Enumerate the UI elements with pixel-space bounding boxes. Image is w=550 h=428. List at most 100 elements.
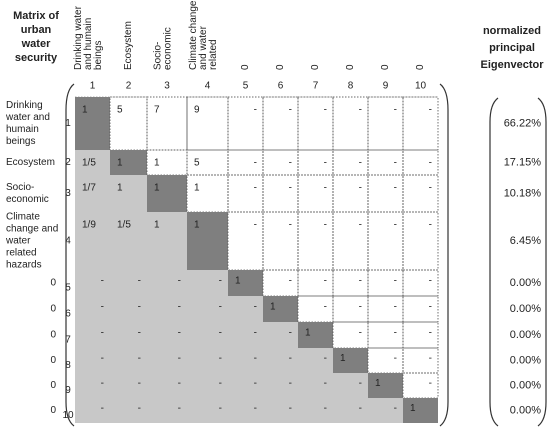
matrix-cell bbox=[333, 348, 368, 373]
cell-value: - bbox=[324, 158, 327, 169]
matrix-cell bbox=[228, 398, 263, 423]
cell-value: - bbox=[324, 220, 327, 231]
cell-border bbox=[297, 96, 334, 151]
matrix-cell bbox=[367, 96, 404, 151]
cell-value: - bbox=[138, 276, 141, 287]
row-label: 0 bbox=[50, 330, 56, 341]
column-header: 0 bbox=[240, 64, 251, 70]
matrix-cell bbox=[147, 322, 187, 348]
cell-value: - bbox=[429, 105, 432, 116]
cell-value: - bbox=[394, 353, 397, 364]
cell-value: - bbox=[324, 378, 327, 389]
cell-value: - bbox=[254, 378, 257, 389]
cell-value: 1 bbox=[375, 378, 381, 389]
matrix-cell bbox=[298, 348, 333, 373]
matrix-cell bbox=[187, 398, 228, 423]
cell-border bbox=[109, 96, 148, 151]
cell-border bbox=[227, 211, 264, 271]
matrix-cell bbox=[75, 398, 110, 423]
row-number: 7 bbox=[65, 335, 71, 346]
matrix-cell bbox=[228, 296, 263, 322]
cell-value: - bbox=[324, 353, 327, 364]
cell-border bbox=[402, 347, 439, 374]
cell-value: - bbox=[254, 328, 257, 339]
cell-value: 1 bbox=[235, 276, 241, 287]
matrix-cell bbox=[367, 149, 404, 176]
cell-value: - bbox=[219, 276, 222, 287]
cell-border bbox=[262, 269, 299, 297]
cell-value: - bbox=[429, 353, 432, 364]
matrix-cell bbox=[75, 97, 110, 150]
cell-border bbox=[402, 96, 439, 151]
cell-value: - bbox=[289, 353, 292, 364]
matrix-cell bbox=[110, 348, 147, 373]
row-number: 3 bbox=[65, 188, 71, 199]
matrix-cell bbox=[110, 150, 147, 175]
cell-value: - bbox=[429, 302, 432, 313]
matrix-cell bbox=[298, 322, 333, 348]
matrix-cell bbox=[187, 373, 228, 398]
matrix-cell bbox=[227, 211, 264, 271]
cell-value: - bbox=[138, 328, 141, 339]
cell-value: 1 bbox=[154, 158, 160, 169]
cell-value: - bbox=[289, 158, 292, 169]
matrix-cell bbox=[75, 212, 110, 270]
row-label: change and bbox=[6, 224, 58, 235]
matrix-cell bbox=[187, 322, 228, 348]
cell-value: - bbox=[324, 183, 327, 194]
column-header: 0 bbox=[345, 64, 356, 70]
cell-value: - bbox=[219, 378, 222, 389]
title: urban bbox=[21, 24, 52, 36]
eigenvector-value: 17.15% bbox=[504, 156, 542, 168]
cell-border bbox=[367, 347, 404, 374]
eigenvector-header: principal bbox=[489, 42, 535, 54]
matrix-cell bbox=[263, 398, 298, 423]
eigenvector-value: 6.45% bbox=[510, 235, 541, 247]
matrix-cell bbox=[147, 296, 187, 322]
cell-value: - bbox=[178, 302, 181, 313]
cell-value: 1/9 bbox=[82, 220, 96, 231]
cell-value: - bbox=[394, 276, 397, 287]
cell-border bbox=[332, 295, 369, 323]
cell-value: - bbox=[138, 403, 141, 414]
row-label: Ecosystem bbox=[6, 157, 55, 168]
matrix-cell bbox=[146, 149, 188, 176]
cell-value: - bbox=[324, 276, 327, 287]
cell-value: 5 bbox=[194, 158, 200, 169]
matrix-cell bbox=[333, 398, 368, 423]
cell-border bbox=[297, 269, 334, 297]
cell-border bbox=[332, 211, 369, 271]
matrix-cell bbox=[110, 296, 147, 322]
cell-value: - bbox=[289, 403, 292, 414]
eigenvector-value: 0.00% bbox=[510, 379, 541, 391]
matrix-cell bbox=[297, 211, 334, 271]
row-label: water bbox=[5, 236, 31, 247]
cell-value: - bbox=[219, 328, 222, 339]
matrix-cell bbox=[402, 149, 439, 176]
matrix-cell bbox=[147, 373, 187, 398]
cell-value: - bbox=[289, 276, 292, 287]
matrix-cell bbox=[147, 212, 187, 270]
matrix-cell bbox=[263, 322, 298, 348]
eigenvector-value: 0.00% bbox=[510, 303, 541, 315]
matrix-cell bbox=[332, 295, 369, 323]
matrix-cell bbox=[402, 347, 439, 374]
matrix-cell bbox=[298, 373, 333, 398]
matrix-cell bbox=[297, 149, 334, 176]
cell-value: - bbox=[289, 220, 292, 231]
matrix-cell bbox=[146, 96, 188, 151]
cell-value: - bbox=[359, 403, 362, 414]
matrix-cell bbox=[110, 212, 147, 270]
cell-border bbox=[402, 211, 439, 271]
cell-value: - bbox=[101, 378, 104, 389]
matrix-cell bbox=[297, 96, 334, 151]
cell-value: - bbox=[429, 183, 432, 194]
column-header: 0 bbox=[275, 64, 286, 70]
matrix-cell bbox=[332, 211, 369, 271]
cell-value: 1 bbox=[194, 183, 200, 194]
matrix-cell bbox=[147, 348, 187, 373]
matrix-cell bbox=[367, 269, 404, 297]
matrix-cell bbox=[367, 174, 404, 213]
row-label: 0 bbox=[50, 304, 56, 315]
eigenvector-value: 0.00% bbox=[510, 354, 541, 366]
